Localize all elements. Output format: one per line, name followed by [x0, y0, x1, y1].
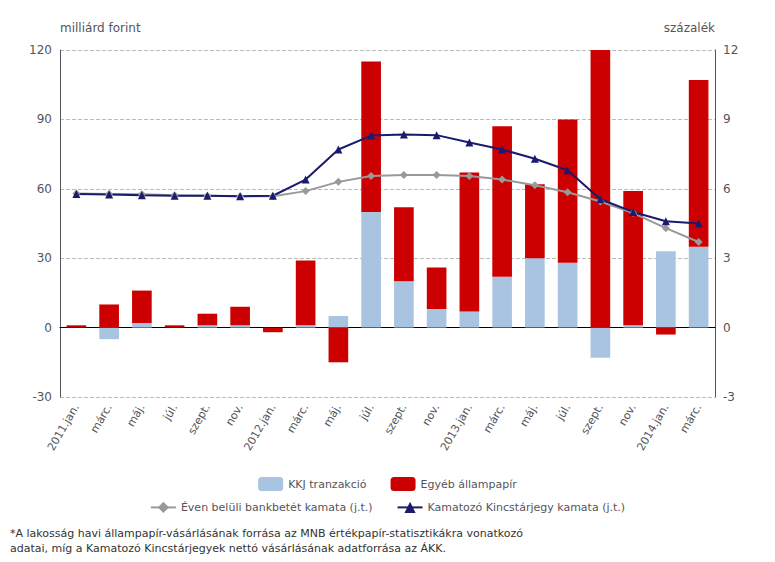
svg-text:9: 9 — [723, 112, 731, 126]
svg-text:2011.jan.: 2011.jan. — [45, 402, 82, 453]
svg-text:márc.: márc. — [88, 402, 115, 436]
svg-text:százalék: százalék — [664, 21, 715, 35]
svg-text:júl.: júl. — [357, 402, 377, 424]
svg-text:2014.jan.: 2014.jan. — [634, 402, 671, 453]
svg-text:6: 6 — [723, 182, 731, 196]
svg-text:márc.: márc. — [284, 402, 311, 436]
svg-text:márc.: márc. — [481, 402, 508, 436]
svg-text:30: 30 — [37, 251, 52, 265]
svg-text:60: 60 — [37, 182, 52, 196]
svg-text:júl.: júl. — [553, 402, 573, 424]
svg-text:-3: -3 — [723, 390, 735, 404]
svg-text:120: 120 — [29, 43, 52, 57]
svg-text:2012.jan.: 2012.jan. — [241, 402, 278, 453]
svg-text:2013.jan.: 2013.jan. — [438, 402, 475, 453]
svg-text:adatai, míg a Kamatozó Kincstá: adatai, míg a Kamatozó Kincstárjegyek ne… — [10, 542, 446, 555]
svg-text:Egyéb állampapír: Egyéb állampapír — [421, 478, 518, 491]
svg-text:máj.: máj. — [124, 402, 147, 429]
svg-text:máj.: máj. — [517, 402, 540, 429]
svg-text:Éven belüli bankbetét kamata (: Éven belüli bankbetét kamata (j.t.) — [181, 501, 373, 514]
svg-text:12: 12 — [723, 43, 738, 57]
svg-text:máj.: máj. — [321, 402, 344, 429]
svg-text:márc.: márc. — [677, 402, 704, 436]
svg-text:júl.: júl. — [160, 402, 180, 424]
svg-text:nov.: nov. — [420, 402, 443, 428]
svg-text:nov.: nov. — [223, 402, 246, 428]
svg-text:milliárd forint: milliárd forint — [60, 21, 141, 35]
svg-text:nov.: nov. — [616, 402, 639, 428]
svg-text:szept.: szept. — [578, 402, 606, 437]
svg-text:KKJ tranzakció: KKJ tranzakció — [288, 478, 367, 491]
svg-text:szept.: szept. — [185, 402, 213, 437]
svg-text:szept.: szept. — [382, 402, 410, 437]
svg-text:Kamatozó Kincstárjegy kamata (: Kamatozó Kincstárjegy kamata (j.t.) — [428, 501, 626, 514]
svg-text:0: 0 — [723, 321, 731, 335]
svg-text:-30: -30 — [32, 390, 52, 404]
svg-text:3: 3 — [723, 251, 731, 265]
svg-text:*A lakosság havi állampapír-vá: *A lakosság havi állampapír-vásárlásának… — [10, 527, 523, 540]
svg-text:0: 0 — [44, 321, 52, 335]
svg-text:90: 90 — [37, 112, 52, 126]
